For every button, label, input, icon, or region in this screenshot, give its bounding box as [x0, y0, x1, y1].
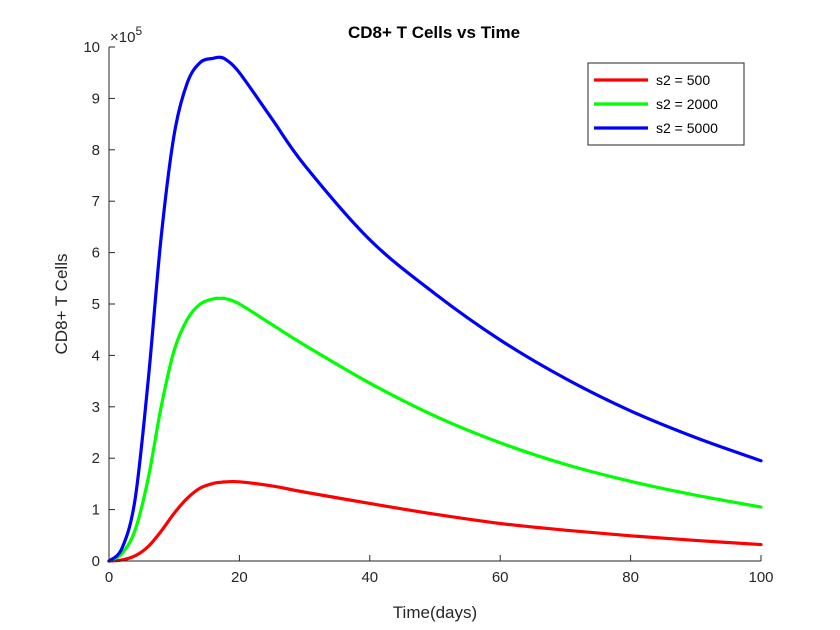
- legend-entry-3: s2 = 5000: [656, 120, 718, 136]
- series-line-2: [107, 296, 763, 563]
- series-lines: [107, 55, 763, 563]
- y-tick-label: 0: [92, 553, 100, 570]
- x-tick-label: 100: [748, 569, 773, 586]
- x-tick-label: 40: [361, 569, 378, 586]
- y-tick-label: 7: [92, 193, 100, 210]
- legend-entry-2: s2 = 2000: [656, 96, 718, 112]
- y-axis-ticks: 0 1 2 3 4 5 6 7 8 9 10: [83, 39, 115, 570]
- svg-text:×105: ×105: [110, 24, 142, 46]
- series-line-3: [107, 55, 763, 563]
- x-tick-label: 0: [105, 569, 113, 586]
- chart-title: CD8+ T Cells vs Time: [348, 23, 520, 42]
- y-multiplier-exponent: 5: [135, 24, 142, 38]
- x-tick-label: 20: [231, 569, 248, 586]
- y-tick-label: 8: [92, 142, 100, 159]
- y-tick-label: 9: [92, 90, 100, 107]
- y-tick-label: 3: [92, 399, 100, 416]
- legend: s2 = 500 s2 = 2000 s2 = 5000: [587, 62, 745, 146]
- y-axis-label: CD8+ T Cells: [52, 254, 71, 355]
- y-multiplier-base: ×10: [110, 29, 135, 46]
- legend-entry-1: s2 = 500: [656, 72, 710, 88]
- series-line-1: [107, 479, 763, 563]
- x-axis-ticks: 0 20 40 60 80 100: [105, 555, 774, 586]
- y-tick-label: 4: [92, 347, 100, 364]
- y-tick-label: 5: [92, 296, 100, 313]
- y-tick-label: 6: [92, 245, 100, 262]
- x-tick-label: 60: [492, 569, 509, 586]
- y-tick-label: 1: [92, 502, 100, 519]
- x-tick-label: 80: [622, 569, 639, 586]
- y-tick-label: 2: [92, 450, 100, 467]
- y-axis-multiplier: ×105: [110, 24, 142, 46]
- y-tick-label: 10: [83, 39, 100, 56]
- x-axis-label: Time(days): [393, 603, 477, 622]
